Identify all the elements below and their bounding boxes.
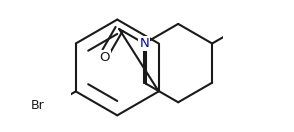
Text: N: N [139, 37, 149, 50]
Text: Br: Br [31, 99, 45, 112]
Text: O: O [99, 51, 110, 64]
